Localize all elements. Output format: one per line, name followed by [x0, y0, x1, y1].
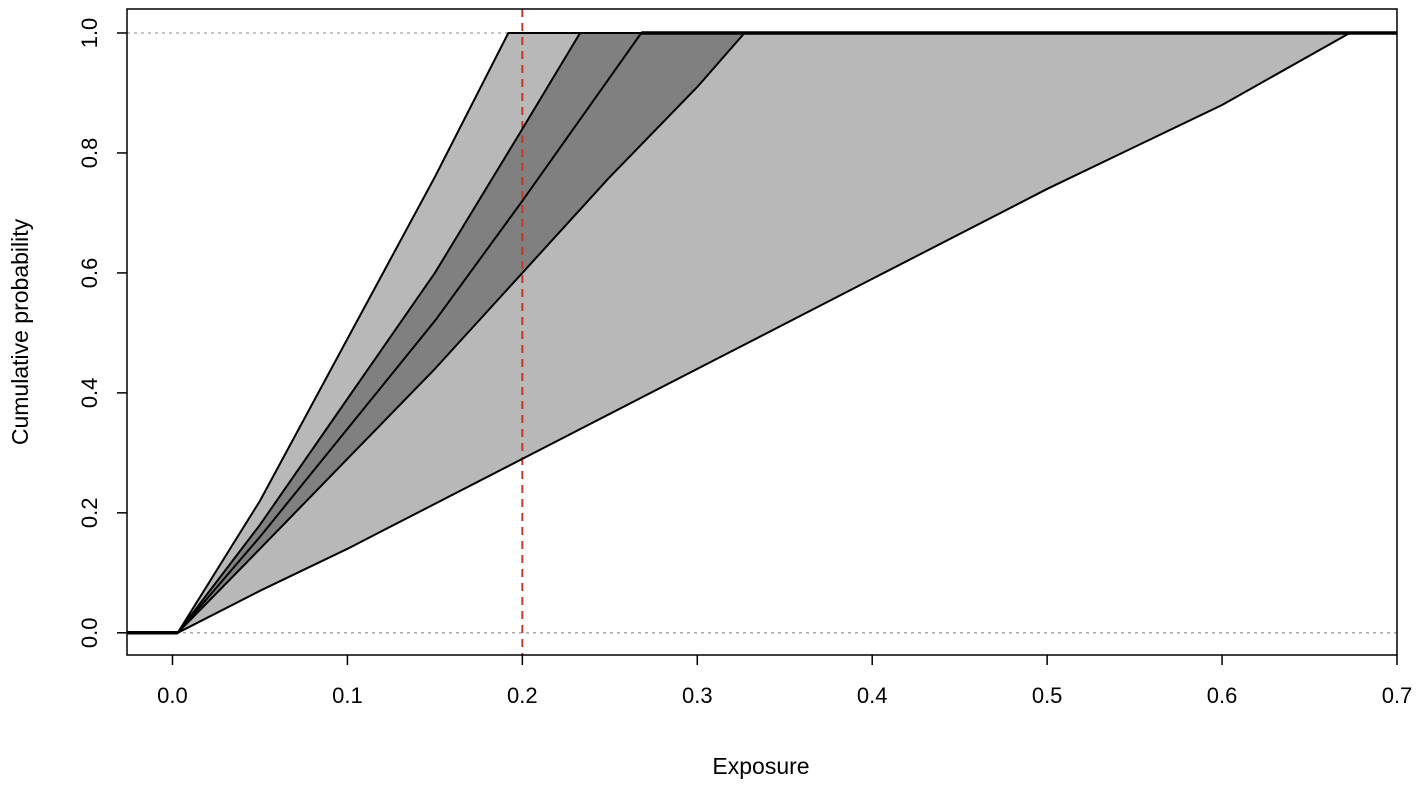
series-line-bound-inner-right	[127, 31, 1397, 634]
y-tick-label: 0.6	[77, 258, 102, 289]
plot-frame	[126, 8, 1398, 656]
series-line-median	[127, 31, 1397, 634]
x-tick-label: 0.2	[507, 683, 538, 708]
series-lines	[127, 31, 1397, 635]
series-line-bound-inner-left	[127, 31, 1397, 634]
x-tick-label: 0.4	[857, 683, 888, 708]
y-axis: 0.0 0.2 0.4 0.6 0.8 1.0	[77, 18, 127, 648]
outer-band	[127, 32, 1397, 633]
y-tick-label: 0.0	[77, 618, 102, 649]
x-tick-label: 0.6	[1207, 683, 1238, 708]
x-axis: 0.0 0.1 0.2 0.3 0.4 0.5 0.6 0.7	[157, 655, 1412, 708]
series-line-bound-outer-right	[127, 31, 1397, 634]
y-axis-title: Cumulative probability	[7, 218, 33, 445]
y-tick-label: 1.0	[77, 18, 102, 49]
x-axis-title: Exposure	[712, 753, 809, 779]
x-tick-label: 0.1	[332, 683, 363, 708]
x-tick-label: 0.5	[1032, 683, 1063, 708]
x-tick-label: 0.0	[157, 683, 188, 708]
y-tick-label: 0.2	[77, 498, 102, 529]
x-tick-label: 0.3	[682, 683, 713, 708]
y-tick-label: 0.4	[77, 378, 102, 409]
bands-layer	[127, 32, 1397, 633]
x-tick-label: 0.7	[1382, 683, 1413, 708]
y-tick-label: 0.8	[77, 138, 102, 169]
